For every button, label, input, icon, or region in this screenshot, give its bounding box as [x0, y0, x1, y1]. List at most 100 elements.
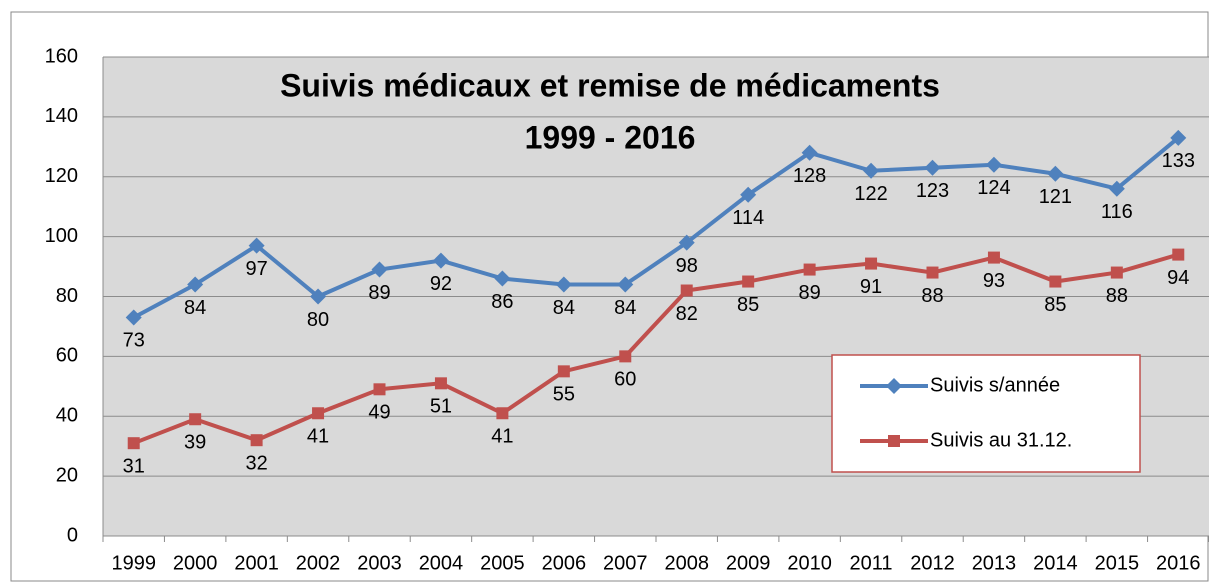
legend — [831, 354, 1141, 473]
marker — [740, 186, 757, 203]
x-tick-label: 2011 — [850, 552, 893, 574]
legend-label: Suivis au 31.12. — [930, 429, 1072, 451]
data-label: 91 — [860, 276, 882, 298]
y-tick-label: 140 — [45, 105, 78, 127]
data-label: 41 — [307, 426, 329, 448]
marker — [619, 350, 632, 363]
data-label: 41 — [491, 426, 513, 448]
x-tick-label: 2005 — [480, 552, 525, 574]
data-label: 86 — [491, 291, 513, 313]
data-label: 82 — [676, 303, 698, 325]
data-label: 89 — [798, 282, 820, 304]
marker — [373, 383, 386, 396]
x-tick-label: 2002 — [296, 552, 341, 574]
y-tick-label: 40 — [56, 405, 78, 427]
x-tick-label: 2010 — [787, 552, 832, 574]
marker — [803, 263, 816, 276]
x-tick-label: 2008 — [664, 552, 709, 574]
x-tick-label: 2015 — [1095, 552, 1140, 574]
y-tick-label: 100 — [45, 225, 78, 247]
marker — [926, 266, 939, 279]
marker — [865, 257, 878, 270]
marks — [125, 129, 1187, 450]
y-tick-label: 80 — [56, 285, 78, 307]
x-tick-label: 1999 — [111, 552, 156, 574]
marker — [310, 288, 327, 305]
x-tick-label: 2007 — [603, 552, 648, 574]
legend-label: Suivis s/année — [930, 374, 1060, 396]
marker — [125, 309, 142, 326]
data-label: 80 — [307, 309, 329, 331]
data-label: 60 — [614, 369, 636, 391]
data-label: 55 — [553, 384, 575, 406]
marker — [1172, 248, 1185, 261]
marker — [1108, 180, 1125, 197]
data-label: 84 — [553, 297, 575, 319]
data-label: 92 — [430, 273, 452, 295]
series-line — [132, 136, 1180, 320]
marker — [1110, 266, 1123, 279]
marker — [678, 234, 695, 251]
data-label: 97 — [245, 258, 267, 280]
chart-title: Suivis médicaux et remise de médicaments — [280, 67, 940, 103]
data-label: 94 — [1167, 267, 1189, 289]
marker — [1049, 275, 1062, 288]
marker — [250, 434, 263, 447]
y-tick-label: 160 — [45, 45, 78, 67]
marker — [801, 144, 818, 161]
y-tick-label: 0 — [67, 524, 78, 546]
marker — [496, 407, 509, 420]
y-tick-label: 120 — [45, 165, 78, 187]
x-tick-label: 2003 — [357, 552, 402, 574]
data-label: 114 — [732, 207, 764, 229]
marker — [617, 276, 634, 293]
marker — [1170, 129, 1187, 146]
data-label: 93 — [983, 270, 1005, 292]
marker — [312, 407, 325, 420]
marker — [680, 284, 693, 297]
marker — [248, 237, 265, 254]
marker — [987, 251, 1000, 264]
data-label: 121 — [1039, 186, 1072, 208]
chart-subtitle: 1999 - 2016 — [525, 119, 696, 155]
data-label: 51 — [430, 396, 452, 418]
data-label: 88 — [921, 285, 943, 307]
marker — [742, 275, 755, 288]
x-tick-label: 2006 — [542, 552, 587, 574]
x-tick-label: 2004 — [419, 552, 464, 574]
data-label: 85 — [1044, 294, 1066, 316]
data-label: 32 — [245, 452, 267, 474]
x-tick-label: 2012 — [910, 552, 955, 574]
data-label: 122 — [854, 183, 887, 205]
data-label: 98 — [676, 255, 698, 277]
marker — [924, 159, 941, 176]
data-label: 49 — [368, 402, 390, 424]
x-tick-label: 2009 — [726, 552, 771, 574]
marker — [371, 261, 388, 278]
marker — [886, 378, 902, 394]
marker — [555, 276, 572, 293]
series-line — [132, 252, 1179, 446]
data-label: 88 — [1106, 285, 1128, 307]
marker — [985, 156, 1002, 173]
marker — [189, 413, 202, 426]
x-tick-label: 2016 — [1156, 552, 1201, 574]
data-label: 128 — [793, 165, 826, 187]
data-label: 116 — [1101, 201, 1133, 223]
data-label: 84 — [614, 297, 636, 319]
marker — [888, 435, 900, 447]
x-tick-label: 2014 — [1033, 552, 1078, 574]
y-tick-label: 20 — [56, 464, 78, 486]
marker — [432, 252, 449, 269]
marker — [434, 377, 447, 390]
marker — [187, 276, 204, 293]
data-label: 31 — [123, 455, 145, 477]
data-label: 123 — [916, 180, 949, 202]
marker — [863, 162, 880, 179]
data-label: 39 — [184, 432, 206, 454]
marker — [1047, 165, 1064, 182]
x-tick-label: 2000 — [173, 552, 218, 574]
data-label: 89 — [368, 282, 390, 304]
data-label: 84 — [184, 297, 206, 319]
